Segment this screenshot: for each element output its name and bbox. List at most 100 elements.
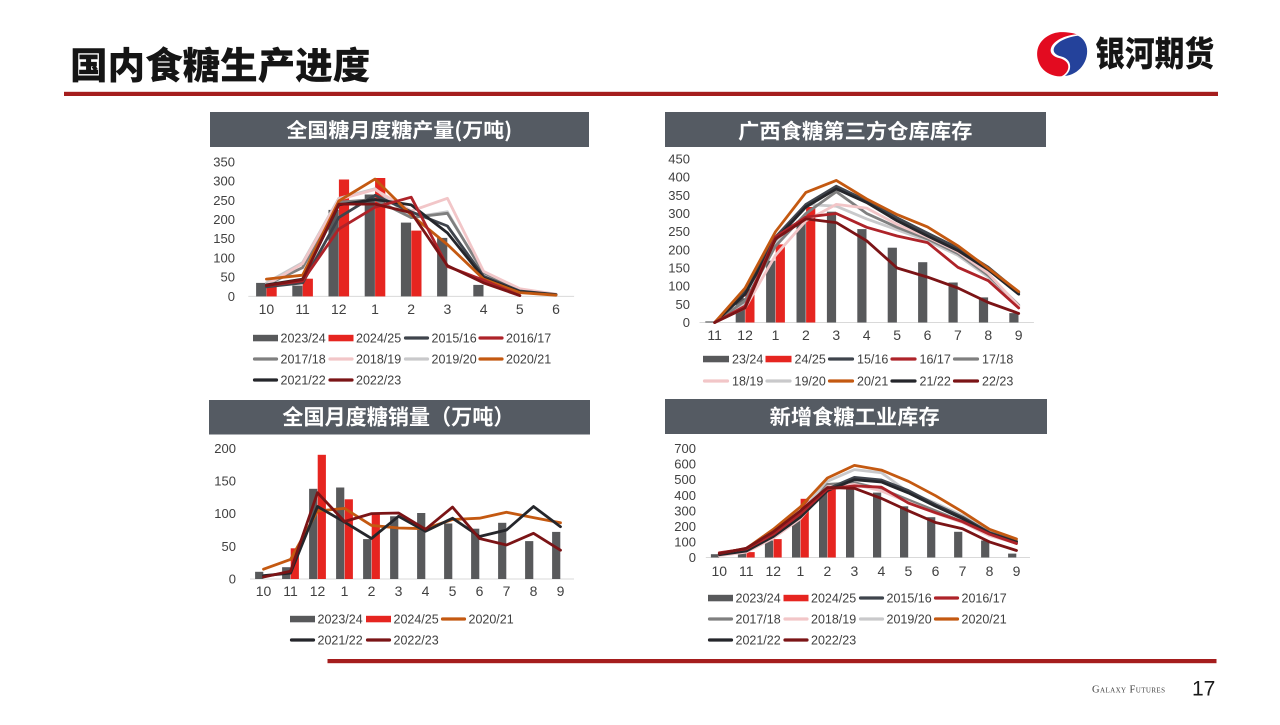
svg-text:2020/21: 2020/21 bbox=[469, 613, 514, 627]
svg-text:0: 0 bbox=[689, 550, 696, 565]
svg-text:10: 10 bbox=[256, 583, 272, 599]
svg-text:9: 9 bbox=[1013, 563, 1021, 579]
svg-text:2015/16: 2015/16 bbox=[432, 332, 477, 346]
svg-text:12: 12 bbox=[737, 327, 753, 343]
svg-text:2019/20: 2019/20 bbox=[887, 613, 932, 627]
svg-text:8: 8 bbox=[986, 563, 994, 579]
svg-text:250: 250 bbox=[213, 193, 235, 208]
svg-text:2020/21: 2020/21 bbox=[506, 353, 551, 367]
svg-text:300: 300 bbox=[213, 174, 235, 189]
svg-text:2022/23: 2022/23 bbox=[811, 634, 856, 648]
svg-text:50: 50 bbox=[222, 539, 236, 554]
svg-text:0: 0 bbox=[229, 572, 236, 587]
svg-text:10: 10 bbox=[712, 563, 728, 579]
svg-text:5: 5 bbox=[905, 563, 913, 579]
svg-text:2016/17: 2016/17 bbox=[506, 332, 551, 346]
svg-text:2023/24: 2023/24 bbox=[281, 332, 326, 346]
svg-text:2: 2 bbox=[824, 563, 832, 579]
svg-text:2: 2 bbox=[368, 583, 376, 599]
svg-text:17/18: 17/18 bbox=[982, 353, 1013, 367]
svg-text:100: 100 bbox=[674, 534, 696, 549]
svg-text:600: 600 bbox=[674, 457, 696, 472]
svg-text:7: 7 bbox=[959, 563, 967, 579]
svg-text:9: 9 bbox=[1015, 327, 1023, 343]
svg-text:12: 12 bbox=[766, 563, 782, 579]
svg-text:1: 1 bbox=[797, 563, 805, 579]
svg-text:150: 150 bbox=[213, 231, 235, 246]
svg-text:6: 6 bbox=[932, 563, 940, 579]
svg-text:15/16: 15/16 bbox=[857, 353, 888, 367]
svg-text:150: 150 bbox=[214, 474, 236, 489]
svg-text:11: 11 bbox=[707, 327, 722, 343]
svg-text:2017/18: 2017/18 bbox=[736, 613, 781, 627]
svg-text:20/21: 20/21 bbox=[857, 375, 888, 389]
svg-text:2: 2 bbox=[407, 301, 415, 317]
svg-text:22/23: 22/23 bbox=[982, 375, 1013, 389]
svg-text:2024/25: 2024/25 bbox=[356, 332, 401, 346]
svg-text:200: 200 bbox=[674, 519, 696, 534]
svg-text:2020/21: 2020/21 bbox=[962, 613, 1007, 627]
svg-text:50: 50 bbox=[676, 297, 690, 312]
svg-text:4: 4 bbox=[878, 563, 886, 579]
svg-text:2023/24: 2023/24 bbox=[318, 613, 363, 627]
svg-text:3: 3 bbox=[832, 327, 840, 343]
svg-text:2015/16: 2015/16 bbox=[887, 592, 932, 606]
svg-text:200: 200 bbox=[213, 212, 235, 227]
svg-text:11: 11 bbox=[283, 583, 298, 599]
svg-text:3: 3 bbox=[444, 301, 452, 317]
svg-text:11: 11 bbox=[739, 563, 754, 579]
svg-text:21/22: 21/22 bbox=[920, 375, 951, 389]
svg-text:8: 8 bbox=[530, 583, 538, 599]
svg-text:2018/19: 2018/19 bbox=[811, 613, 856, 627]
svg-text:50: 50 bbox=[221, 270, 235, 285]
svg-text:400: 400 bbox=[674, 488, 696, 503]
svg-text:2024/25: 2024/25 bbox=[394, 613, 439, 627]
svg-text:9: 9 bbox=[557, 583, 565, 599]
svg-text:Galaxy Futures: Galaxy Futures bbox=[1092, 685, 1165, 696]
svg-text:2022/23: 2022/23 bbox=[394, 634, 439, 648]
svg-text:2018/19: 2018/19 bbox=[356, 353, 401, 367]
svg-text:8: 8 bbox=[984, 327, 992, 343]
svg-text:3: 3 bbox=[851, 563, 859, 579]
svg-text:12: 12 bbox=[331, 301, 347, 317]
svg-text:5: 5 bbox=[516, 301, 524, 317]
svg-text:2024/25: 2024/25 bbox=[811, 592, 856, 606]
svg-text:2021/22: 2021/22 bbox=[318, 634, 363, 648]
svg-text:100: 100 bbox=[668, 279, 690, 294]
svg-text:300: 300 bbox=[668, 206, 690, 221]
svg-text:2021/22: 2021/22 bbox=[736, 634, 781, 648]
svg-text:4: 4 bbox=[480, 301, 488, 317]
svg-text:400: 400 bbox=[668, 170, 690, 185]
svg-text:10: 10 bbox=[259, 301, 275, 317]
svg-text:2016/17: 2016/17 bbox=[962, 592, 1007, 606]
svg-text:1: 1 bbox=[341, 583, 349, 599]
svg-text:7: 7 bbox=[954, 327, 962, 343]
svg-text:24/25: 24/25 bbox=[795, 353, 826, 367]
svg-text:4: 4 bbox=[422, 583, 430, 599]
svg-text:350: 350 bbox=[668, 188, 690, 203]
svg-text:2017/18: 2017/18 bbox=[281, 353, 326, 367]
svg-text:100: 100 bbox=[213, 250, 235, 265]
svg-text:6: 6 bbox=[476, 583, 484, 599]
svg-text:0: 0 bbox=[683, 315, 690, 330]
svg-text:12: 12 bbox=[310, 583, 326, 599]
svg-text:200: 200 bbox=[668, 242, 690, 257]
svg-text:100: 100 bbox=[214, 506, 236, 521]
svg-text:3: 3 bbox=[395, 583, 403, 599]
svg-text:2: 2 bbox=[802, 327, 810, 343]
svg-text:18/19: 18/19 bbox=[732, 375, 763, 389]
svg-text:2021/22: 2021/22 bbox=[281, 374, 326, 388]
svg-text:150: 150 bbox=[668, 261, 690, 276]
svg-text:300: 300 bbox=[674, 503, 696, 518]
svg-text:6: 6 bbox=[924, 327, 932, 343]
svg-text:2023/24: 2023/24 bbox=[736, 592, 781, 606]
svg-text:1: 1 bbox=[772, 327, 780, 343]
svg-text:0: 0 bbox=[228, 289, 235, 304]
svg-text:17: 17 bbox=[1192, 678, 1215, 701]
svg-text:700: 700 bbox=[674, 441, 696, 456]
svg-text:11: 11 bbox=[295, 301, 310, 317]
svg-text:2019/20: 2019/20 bbox=[432, 353, 477, 367]
svg-text:250: 250 bbox=[668, 224, 690, 239]
svg-text:4: 4 bbox=[863, 327, 871, 343]
svg-text:200: 200 bbox=[214, 441, 236, 456]
